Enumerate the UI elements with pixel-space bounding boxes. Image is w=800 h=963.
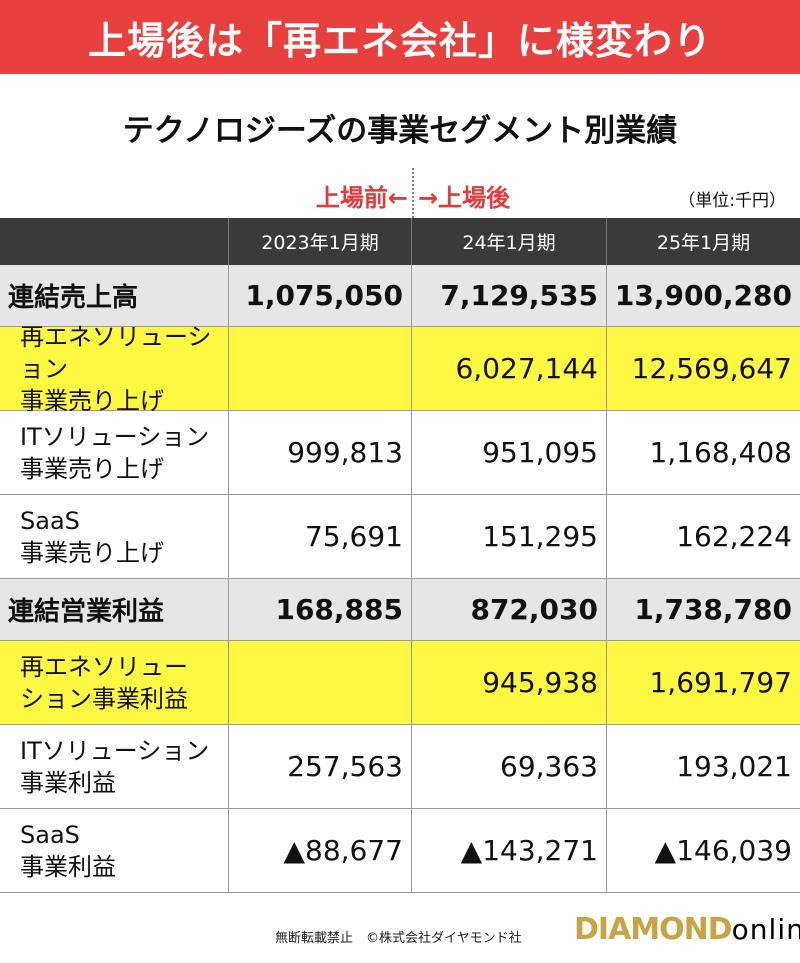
value-text: 13,900,280 bbox=[614, 279, 792, 312]
value-text: 945,938 bbox=[482, 666, 598, 699]
row-label: SaaS 事業利益 bbox=[0, 809, 228, 892]
value-text: 168,885 bbox=[275, 593, 403, 626]
value-text: 1,168,408 bbox=[649, 436, 792, 469]
value-cell: 951,095 bbox=[411, 411, 606, 494]
value-cell: 13,900,280 bbox=[606, 265, 800, 326]
row-label: 連結営業利益 bbox=[0, 579, 228, 640]
value-cell: 1,738,780 bbox=[606, 579, 800, 640]
value-text: 872,030 bbox=[470, 593, 598, 626]
row-label-line1: 再エネソリュー bbox=[20, 652, 188, 681]
row-label-text: 連結営業利益 bbox=[8, 597, 165, 627]
row-label: 再エネソリューション事業売り上げ bbox=[0, 323, 228, 415]
value-cell: 12,569,647 bbox=[606, 327, 800, 410]
value-cell: 945,938 bbox=[411, 641, 606, 724]
table-row: 再エネソリューション事業売り上げ 6,027,144 12,569,647 bbox=[0, 323, 800, 415]
value-cell bbox=[228, 641, 411, 724]
header-cell-fy2025: 25年1月期 bbox=[606, 218, 800, 265]
value-text: 69,363 bbox=[500, 750, 598, 783]
value-cell: 168,885 bbox=[228, 579, 411, 640]
value-cell: 193,021 bbox=[606, 725, 800, 808]
row-label-line1: SaaS bbox=[20, 506, 80, 535]
row-label-line2: 事業利益 bbox=[20, 768, 116, 797]
table-header-row: 2023年1月期 24年1月期 25年1月期 bbox=[0, 218, 800, 265]
value-cell: ▲88,677 bbox=[228, 809, 411, 892]
row-label-line1: 再エネソリューション bbox=[20, 322, 212, 383]
header-cell-label bbox=[0, 218, 228, 265]
row-label: ITソリューション 事業売り上げ bbox=[0, 411, 228, 494]
value-cell: 7,129,535 bbox=[411, 265, 606, 326]
value-text: ▲143,271 bbox=[460, 834, 598, 867]
row-label-line2: 事業利益 bbox=[20, 852, 116, 881]
row-label-line1: ITソリューション bbox=[20, 422, 210, 451]
value-text: 1,738,780 bbox=[634, 593, 792, 626]
row-label-text: 連結売上高 bbox=[8, 283, 139, 313]
table-title: テクノロジーズの事業セグメント別業績 bbox=[122, 113, 678, 149]
value-cell: 1,075,050 bbox=[228, 265, 411, 326]
value-text: 7,129,535 bbox=[440, 279, 598, 312]
post-listing-label: →上場後 bbox=[418, 184, 511, 212]
value-text: 151,295 bbox=[482, 520, 598, 553]
table-row: 連結売上高 1,075,050 7,129,535 13,900,280 bbox=[0, 265, 800, 327]
segment-table: 2023年1月期 24年1月期 25年1月期 連結売上高 1,075,050 7… bbox=[0, 218, 800, 893]
value-text: 12,569,647 bbox=[631, 352, 792, 385]
value-text: 162,224 bbox=[676, 520, 792, 553]
value-cell bbox=[228, 327, 411, 410]
value-text: 257,563 bbox=[287, 750, 403, 783]
table-row: SaaS 事業利益 ▲88,677 ▲143,271 ▲146,039 bbox=[0, 809, 800, 893]
copyright-notice: 無断転載禁止 ©株式会社ダイヤモンド社 bbox=[275, 931, 522, 946]
row-label-line2: 事業売り上げ bbox=[20, 386, 164, 415]
table-row: 再エネソリュー ション事業利益 945,938 1,691,797 bbox=[0, 641, 800, 725]
value-cell: 75,691 bbox=[228, 495, 411, 578]
row-label-line2: 事業売り上げ bbox=[20, 538, 164, 567]
value-cell: 6,027,144 bbox=[411, 327, 606, 410]
value-cell: 1,691,797 bbox=[606, 641, 800, 724]
row-label-line2: ション事業利益 bbox=[20, 684, 188, 713]
value-text: 1,075,050 bbox=[245, 279, 403, 312]
value-text: ▲146,039 bbox=[654, 834, 792, 867]
table-row: SaaS 事業売り上げ 75,691 151,295 162,224 bbox=[0, 495, 800, 579]
value-cell: 69,363 bbox=[411, 725, 606, 808]
value-text: 1,691,797 bbox=[649, 666, 792, 699]
brand-logo: DIAMONDonline bbox=[574, 912, 800, 947]
listing-divider bbox=[412, 168, 414, 218]
value-text: 951,095 bbox=[482, 436, 598, 469]
row-label-line2: 事業売り上げ bbox=[20, 454, 164, 483]
row-label: 再エネソリュー ション事業利益 bbox=[0, 641, 228, 724]
value-text: ▲88,677 bbox=[283, 834, 403, 867]
brand-logo-main: DIAMOND bbox=[574, 912, 733, 947]
value-cell: ▲143,271 bbox=[411, 809, 606, 892]
value-cell: 151,295 bbox=[411, 495, 606, 578]
row-label: ITソリューション 事業利益 bbox=[0, 725, 228, 808]
value-text: 75,691 bbox=[305, 520, 403, 553]
value-text: 193,021 bbox=[676, 750, 792, 783]
row-label-line1: SaaS bbox=[20, 820, 80, 849]
value-text: 6,027,144 bbox=[455, 352, 598, 385]
unit-note: （単位:千円） bbox=[678, 191, 786, 211]
value-cell: ▲146,039 bbox=[606, 809, 800, 892]
value-cell: 1,168,408 bbox=[606, 411, 800, 494]
value-cell: 257,563 bbox=[228, 725, 411, 808]
row-label-line1: ITソリューション bbox=[20, 736, 210, 765]
table-row: ITソリューション 事業売り上げ 999,813 951,095 1,168,40… bbox=[0, 411, 800, 495]
header-cell-fy2024: 24年1月期 bbox=[411, 218, 606, 265]
value-cell: 999,813 bbox=[228, 411, 411, 494]
row-label: 連結売上高 bbox=[0, 265, 228, 326]
value-cell: 872,030 bbox=[411, 579, 606, 640]
table-row: 連結営業利益 168,885 872,030 1,738,780 bbox=[0, 579, 800, 641]
value-text: 999,813 bbox=[287, 436, 403, 469]
brand-logo-sub: online bbox=[731, 913, 800, 946]
header-cell-fy2023: 2023年1月期 bbox=[228, 218, 411, 265]
headline-banner: 上場後は「再エネ会社」に様変わり bbox=[0, 0, 800, 74]
row-label: SaaS 事業売り上げ bbox=[0, 495, 228, 578]
value-cell: 162,224 bbox=[606, 495, 800, 578]
table-row: ITソリューション 事業利益 257,563 69,363 193,021 bbox=[0, 725, 800, 809]
pre-listing-label: 上場前← bbox=[315, 184, 408, 212]
